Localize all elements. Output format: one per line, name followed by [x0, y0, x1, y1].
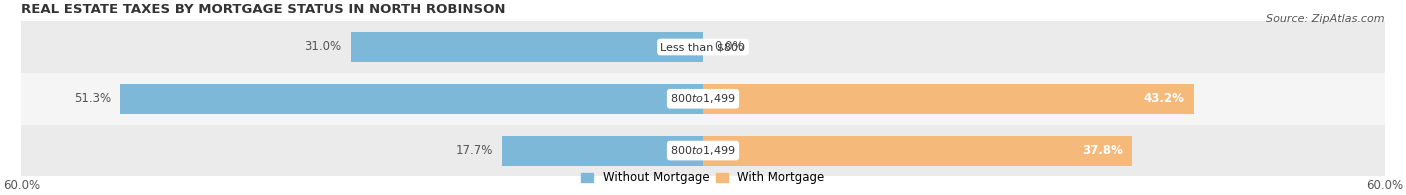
Bar — [352, 32, 703, 62]
Text: REAL ESTATE TAXES BY MORTGAGE STATUS IN NORTH ROBINSON: REAL ESTATE TAXES BY MORTGAGE STATUS IN … — [21, 3, 506, 16]
Text: 0.0%: 0.0% — [714, 41, 744, 53]
Bar — [703, 84, 1194, 114]
Text: 43.2%: 43.2% — [1144, 92, 1185, 105]
Text: 17.7%: 17.7% — [456, 144, 494, 157]
Bar — [21, 73, 1385, 125]
Legend: Without Mortgage, With Mortgage: Without Mortgage, With Mortgage — [576, 167, 830, 189]
Text: 37.8%: 37.8% — [1083, 144, 1123, 157]
Text: Source: ZipAtlas.com: Source: ZipAtlas.com — [1267, 14, 1385, 24]
Bar — [703, 136, 1132, 166]
Text: 51.3%: 51.3% — [75, 92, 111, 105]
Bar — [120, 84, 703, 114]
Text: 31.0%: 31.0% — [305, 41, 342, 53]
Bar — [21, 125, 1385, 176]
Text: $800 to $1,499: $800 to $1,499 — [671, 92, 735, 105]
Bar — [21, 21, 1385, 73]
Text: Less than $800: Less than $800 — [661, 42, 745, 52]
Text: $800 to $1,499: $800 to $1,499 — [671, 144, 735, 157]
Bar — [502, 136, 703, 166]
